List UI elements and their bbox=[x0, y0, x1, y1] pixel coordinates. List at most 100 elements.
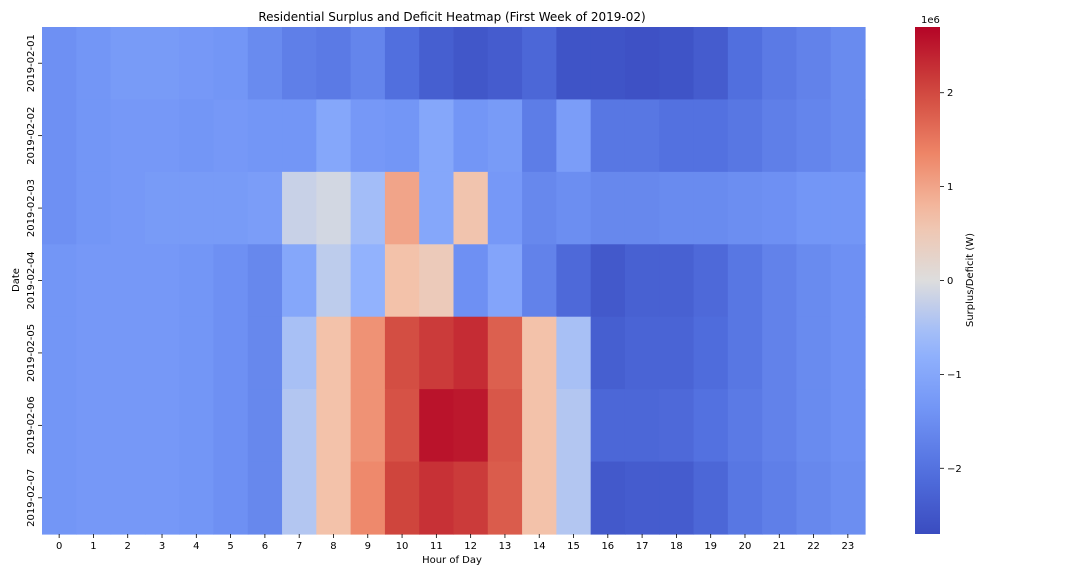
heatmap-cell bbox=[179, 171, 215, 245]
x-tick-label: 2 bbox=[125, 541, 131, 552]
heatmap-cell bbox=[762, 316, 798, 390]
heatmap-cell bbox=[247, 99, 283, 173]
x-tick-label: 22 bbox=[807, 541, 820, 552]
colorbar-tick-label: 0 bbox=[947, 276, 953, 287]
heatmap-cell bbox=[350, 171, 386, 245]
heatmap-cell bbox=[487, 171, 523, 245]
heatmap-cell bbox=[144, 171, 180, 245]
heatmap-cell bbox=[76, 461, 112, 535]
heatmap-cell bbox=[213, 389, 249, 463]
heatmap-cell bbox=[419, 316, 455, 390]
x-tick-label: 21 bbox=[773, 541, 786, 552]
heatmap-cell bbox=[624, 27, 660, 101]
heatmap-cell bbox=[727, 99, 763, 173]
heatmap-cell bbox=[213, 316, 249, 390]
heatmap-cell bbox=[76, 99, 112, 173]
heatmap-cell bbox=[659, 171, 695, 245]
heatmap-cell bbox=[590, 316, 626, 390]
heatmap-cell bbox=[693, 27, 729, 101]
heatmap-cell bbox=[522, 461, 557, 535]
heatmap-cell bbox=[247, 27, 283, 101]
heatmap-cell bbox=[693, 461, 729, 535]
heatmap-cell bbox=[419, 244, 455, 318]
heatmap-cell bbox=[556, 99, 592, 173]
heatmap-cell bbox=[487, 27, 523, 101]
heatmap-cell bbox=[384, 389, 420, 463]
heatmap-cell bbox=[247, 171, 283, 245]
heatmap-cell bbox=[144, 99, 180, 173]
heatmap-cell bbox=[213, 171, 249, 245]
heatmap-cell bbox=[76, 171, 112, 245]
heatmap-cell bbox=[419, 99, 455, 173]
colorbar-label: Surplus/Deficit (W) bbox=[965, 233, 976, 327]
heatmap-cell bbox=[213, 461, 249, 535]
x-tick-label: 17 bbox=[636, 541, 649, 552]
heatmap-cell bbox=[316, 27, 352, 101]
x-tick-label: 23 bbox=[841, 541, 854, 552]
heatmap-cell bbox=[350, 99, 386, 173]
x-tick-label: 20 bbox=[739, 541, 752, 552]
heatmap-cell bbox=[179, 389, 215, 463]
heatmap-cell bbox=[796, 171, 832, 245]
heatmap-cell bbox=[487, 461, 523, 535]
heatmap-cell bbox=[522, 27, 557, 101]
heatmap-cell bbox=[727, 461, 763, 535]
heatmap-cell bbox=[384, 316, 420, 390]
heatmap-cell bbox=[179, 27, 215, 101]
heatmap-cell bbox=[830, 389, 866, 463]
heatmap-cell bbox=[76, 244, 112, 318]
y-axis: 2019-02-01 2019-02-02 2019-02-03 2019-02-04… bbox=[26, 34, 42, 527]
heatmap-cell bbox=[762, 461, 798, 535]
x-axis: 0 1 2 3 4 5 6 7 8 9 10 11 12 13 14 15 16 17 18 19 20 21 22 23 bbox=[56, 534, 854, 552]
heatmap-cell bbox=[453, 99, 489, 173]
heatmap-cell bbox=[693, 244, 729, 318]
heatmap-cell bbox=[42, 389, 77, 463]
heatmap-cell bbox=[659, 389, 695, 463]
heatmap-cell bbox=[316, 316, 352, 390]
heatmap-cell bbox=[693, 171, 729, 245]
heatmap-cell bbox=[590, 27, 626, 101]
heatmap-cell bbox=[179, 244, 215, 318]
heatmap-cell bbox=[282, 99, 317, 173]
x-tick-label: 7 bbox=[296, 541, 302, 552]
heatmap-cell bbox=[384, 461, 420, 535]
heatmap-cell bbox=[556, 244, 592, 318]
heatmap-cell bbox=[110, 27, 146, 101]
x-tick-label: 14 bbox=[533, 541, 546, 552]
heatmap-cell bbox=[796, 389, 832, 463]
x-tick-label: 19 bbox=[704, 541, 717, 552]
heatmap-cell bbox=[624, 171, 660, 245]
heatmap-cell bbox=[453, 27, 489, 101]
x-tick-label: 10 bbox=[396, 541, 409, 552]
heatmap-cell bbox=[453, 171, 489, 245]
x-tick-label: 18 bbox=[670, 541, 683, 552]
heatmap-cell bbox=[762, 244, 798, 318]
heatmap-cell bbox=[556, 461, 592, 535]
y-tick-label: 2019-02-07 bbox=[26, 469, 37, 527]
y-tick-label: 2019-02-04 bbox=[26, 251, 37, 309]
heatmap-cell bbox=[316, 389, 352, 463]
heatmap-cell bbox=[179, 99, 215, 173]
heatmap-cell bbox=[659, 27, 695, 101]
heatmap-cell bbox=[727, 389, 763, 463]
heatmap-cell bbox=[590, 389, 626, 463]
heatmap-cell bbox=[247, 389, 283, 463]
heatmap-cell bbox=[282, 316, 317, 390]
heatmap-cell bbox=[316, 244, 352, 318]
heatmap-cell bbox=[453, 244, 489, 318]
heatmap-cell bbox=[110, 244, 146, 318]
heatmap-cell bbox=[76, 316, 112, 390]
heatmap-cell bbox=[487, 316, 523, 390]
heatmap-cell bbox=[42, 461, 77, 535]
y-tick-label: 2019-02-05 bbox=[26, 324, 37, 382]
heatmap-cell bbox=[624, 316, 660, 390]
heatmap-cell bbox=[144, 27, 180, 101]
heatmap-cell bbox=[144, 389, 180, 463]
heatmap-cell bbox=[419, 171, 455, 245]
x-tick-label: 15 bbox=[567, 541, 580, 552]
heatmap-cell bbox=[727, 244, 763, 318]
heatmap-cell bbox=[830, 27, 866, 101]
heatmap-cell bbox=[316, 171, 352, 245]
heatmap-cell bbox=[796, 244, 832, 318]
heatmap-cell bbox=[179, 461, 215, 535]
